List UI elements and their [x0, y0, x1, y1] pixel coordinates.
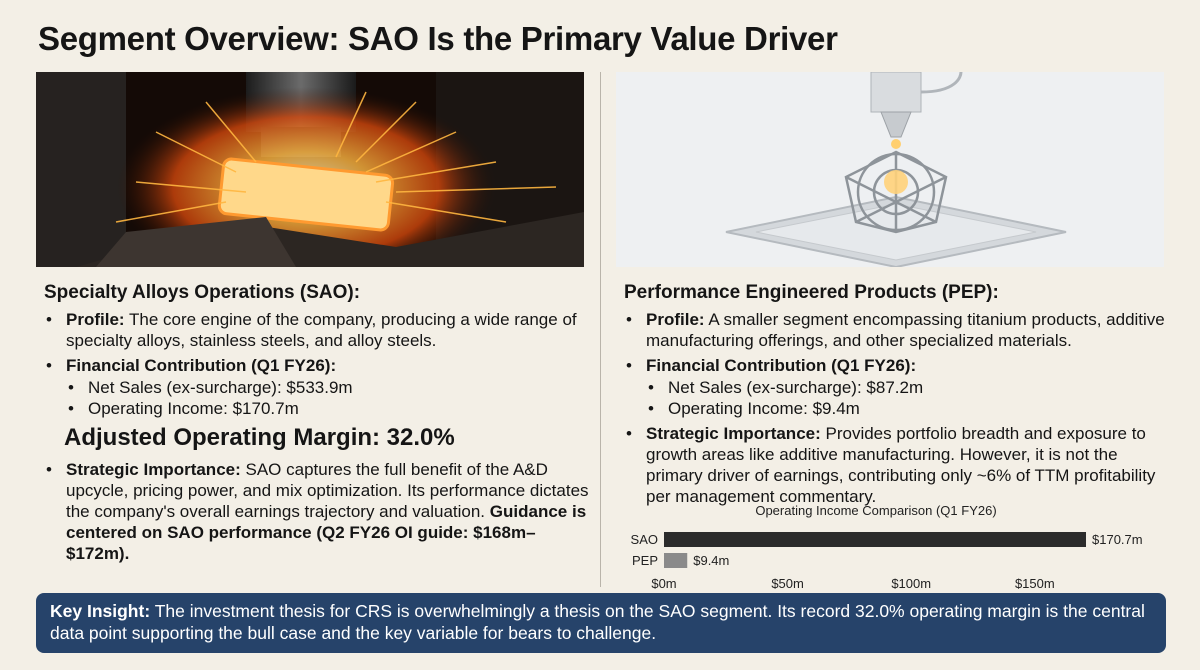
pep-strategic-text: Provides portfolio breadth and exposure … [646, 424, 1156, 506]
bar-sao [664, 532, 1086, 547]
sao-financial: Financial Contribution (Q1 FY26): Net Sa… [44, 355, 589, 419]
sao-net-sales: Net Sales (ex-surcharge): $533.9m [66, 377, 589, 398]
sao-operating-income: Operating Income: $170.7m [66, 398, 589, 419]
column-divider [600, 72, 601, 587]
x-tick-label: $0m [651, 576, 676, 591]
pep-financial: Financial Contribution (Q1 FY26): Net Sa… [624, 355, 1169, 419]
x-tick-label: $50m [771, 576, 804, 591]
x-tick-label: $150m [1015, 576, 1055, 591]
sao-guidance: Guidance is centered on SAO performance … [66, 502, 587, 563]
insight-text: The investment thesis for CRS is overwhe… [50, 601, 1145, 643]
bar-pep [664, 553, 688, 568]
sao-margin-callout: Adjusted Operating Margin: 32.0% [64, 424, 455, 451]
pep-heading: Performance Engineered Products (PEP): [624, 282, 999, 303]
sao-profile-text: The core engine of the company, producin… [66, 310, 577, 350]
pep-profile-text: A smaller segment encompassing titanium … [646, 310, 1165, 350]
additive-manufacturing-image [616, 72, 1164, 267]
value-label-pep: $9.4m [693, 553, 729, 568]
value-label-sao: $170.7m [1092, 532, 1143, 547]
sao-financial-label: Financial Contribution (Q1 FY26): [66, 356, 337, 375]
category-label-sao: SAO [631, 532, 658, 547]
operating-income-chart-svg: Operating Income Comparison (Q1 FY26) SAO… [631, 503, 1143, 591]
pep-profile-label: Profile: [646, 310, 705, 329]
forging-image [36, 72, 584, 267]
pep-strategic-label: Strategic Importance: [646, 424, 821, 443]
sao-section: Specialty Alloys Operations (SAO): Profi… [44, 282, 589, 568]
page-title: Segment Overview: SAO Is the Primary Val… [38, 20, 838, 57]
x-tick-label: $100m [891, 576, 931, 591]
sao-strategic-label: Strategic Importance: [66, 460, 241, 479]
key-insight-banner: Key Insight: The investment thesis for C… [36, 593, 1166, 653]
sao-profile: Profile: The core engine of the company,… [44, 309, 589, 351]
category-label-pep: PEP [632, 553, 658, 568]
pep-financial-label: Financial Contribution (Q1 FY26): [646, 356, 917, 375]
insight-label: Key Insight: [50, 601, 151, 621]
operating-income-chart: Operating Income Comparison (Q1 FY26) SAO… [616, 500, 1166, 592]
sao-strategic-text: SAO captures the full benefit of the A&D… [66, 460, 589, 521]
chart-title: Operating Income Comparison (Q1 FY26) [755, 503, 996, 518]
sao-heading: Specialty Alloys Operations (SAO): [44, 282, 361, 303]
pep-section: Performance Engineered Products (PEP): P… [624, 282, 1169, 511]
sao-strategic: Strategic Importance: SAO captures the f… [44, 459, 589, 564]
sao-profile-label: Profile: [66, 310, 125, 329]
pep-operating-income: Operating Income: $9.4m [646, 398, 1169, 419]
pep-profile: Profile: A smaller segment encompassing … [624, 309, 1169, 351]
pep-strategic: Strategic Importance: Provides portfolio… [624, 423, 1169, 507]
pep-net-sales: Net Sales (ex-surcharge): $87.2m [646, 377, 1169, 398]
